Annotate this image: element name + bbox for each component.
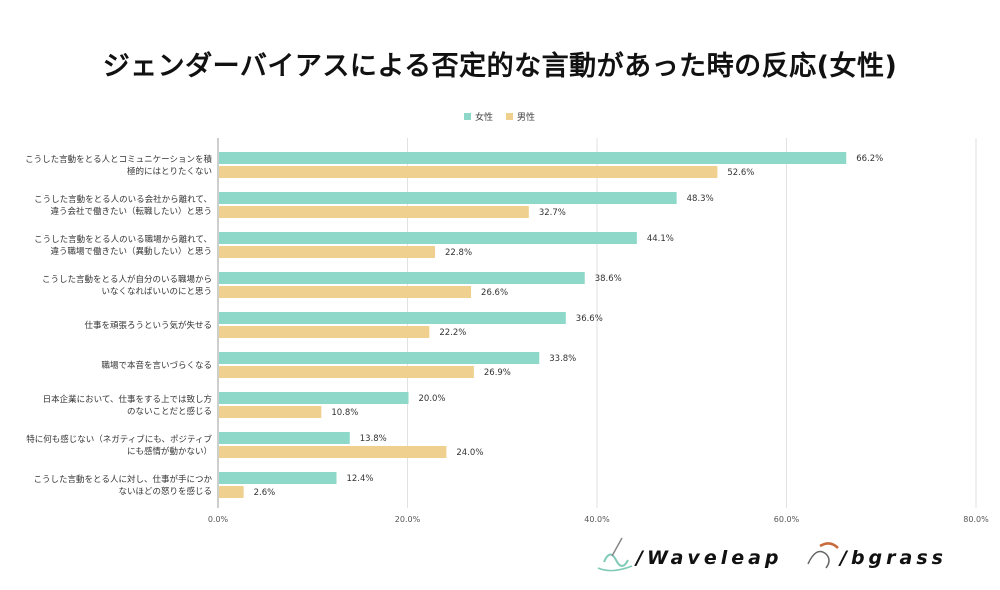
data-label: 38.6% <box>595 274 622 284</box>
bar-female <box>219 432 350 444</box>
bgrass-logo-icon <box>807 542 839 569</box>
waveleap-logo-text: /Waveleap <box>634 547 783 569</box>
x-tick-label: 80.0% <box>963 515 989 524</box>
data-label: 12.4% <box>346 474 373 484</box>
data-label: 10.8% <box>331 408 358 418</box>
data-label: 66.2% <box>856 154 883 164</box>
category-label: こうした言動をとる人のいる会社から離れて、 <box>34 194 212 205</box>
data-label: 22.8% <box>445 248 472 258</box>
category-label: 特に何も感じない（ネガティブにも、ポジティブ <box>26 434 212 445</box>
bar-female <box>219 272 585 284</box>
data-label: 22.2% <box>439 328 466 338</box>
category-label: こうした言動をとる人とコミュニケーションを積 <box>25 154 212 165</box>
data-label: 2.6% <box>254 488 276 498</box>
category-label: のないことだと感じる <box>127 406 212 417</box>
category-label: こうした言動をとる人が自分のいる職場から <box>42 274 212 285</box>
category-label: こうした言動をとる人に対し、仕事が手につか <box>33 474 212 485</box>
bar-male <box>219 326 430 338</box>
data-label: 52.6% <box>727 168 754 178</box>
bar-male <box>219 446 447 458</box>
bar-male <box>219 206 529 218</box>
bar-female <box>219 192 677 204</box>
data-label: 44.1% <box>647 234 674 244</box>
category-label: こうした言動をとる人のいる職場から離れて、 <box>34 234 212 245</box>
category-label: 違う職場で働きたい（異動したい）と思う <box>50 246 212 257</box>
bar-female <box>219 392 409 404</box>
bar-female <box>219 472 337 484</box>
data-label: 26.9% <box>484 368 511 378</box>
legend-label: 男性 <box>517 111 535 123</box>
bar-male <box>219 486 244 498</box>
category-label: いなくなればいいのにと思う <box>101 287 212 297</box>
data-label: 36.6% <box>576 314 603 324</box>
legend-swatch <box>506 113 513 120</box>
bar-male <box>219 166 718 178</box>
data-label: 26.6% <box>481 288 508 298</box>
bar-male <box>219 286 472 298</box>
category-label: 職場で本音を言いづらくなる <box>101 360 212 371</box>
data-label: 33.8% <box>549 354 576 364</box>
bar-male <box>219 406 322 418</box>
bar-female <box>219 232 637 244</box>
bar-male <box>219 246 436 258</box>
bar-female <box>219 312 566 324</box>
category-label: ないほどの怒りを感じる <box>118 486 212 497</box>
category-label: 極的にはとりたくない <box>127 166 212 177</box>
legend-label: 女性 <box>475 111 493 123</box>
chart-title: ジェンダーバイアスによる否定的な言動があった時の反応(女性) <box>102 51 898 82</box>
bgrass-logo-text: /bgrass <box>838 547 947 569</box>
category-label: 日本企業において、仕事をする上では致し方 <box>43 394 212 405</box>
category-label: 仕事を頑張ろうという気が失せる <box>84 320 212 331</box>
data-label: 32.7% <box>539 208 566 218</box>
waveleap-logo-icon <box>597 537 633 572</box>
category-label: にも感情が動かない） <box>127 446 212 457</box>
x-tick-label: 40.0% <box>584 515 610 524</box>
data-label: 24.0% <box>456 448 483 458</box>
bar-female <box>219 152 847 164</box>
bar-male <box>219 366 474 378</box>
x-tick-label: 0.0% <box>208 515 229 524</box>
x-tick-label: 60.0% <box>774 515 800 524</box>
logo-area: /Waveleap /bgrass <box>597 537 947 572</box>
x-tick-label: 20.0% <box>395 515 421 524</box>
legend-swatch <box>464 113 471 120</box>
data-label: 48.3% <box>687 194 714 204</box>
category-label: 違う会社で働きたい（転職したい）と思う <box>50 206 212 217</box>
bar-chart: 0.0% 20.0% 40.0% 60.0% 80.0% 女性 男性こうした言動をとる人とコ… <box>25 111 989 524</box>
data-label: 13.8% <box>360 434 387 444</box>
data-label: 20.0% <box>419 394 446 404</box>
bar-female <box>219 352 540 364</box>
